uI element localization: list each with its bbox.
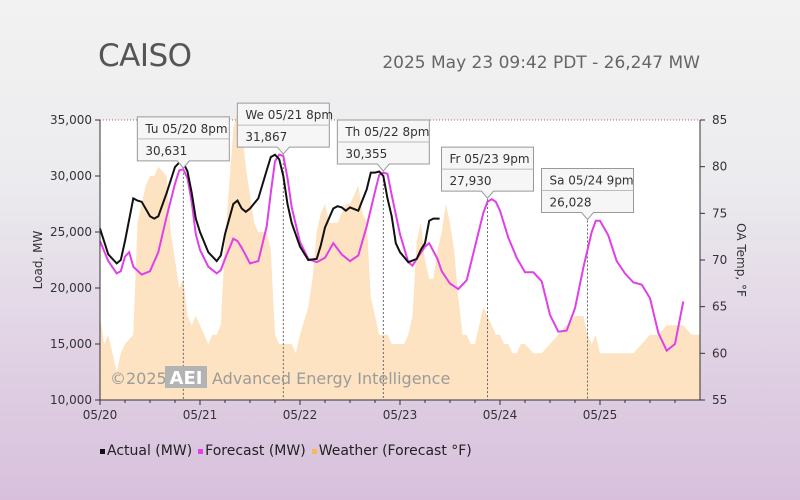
x-tick-label: 05/23	[383, 408, 418, 422]
callout-1: We 05/21 8pm 31,867	[236, 102, 333, 155]
callout-value: 27,930	[450, 174, 492, 188]
watermark: ©2025 AEI Advanced Energy Intelligence	[110, 366, 450, 389]
y2-tick-label: 75	[712, 206, 727, 220]
y2-tick-label: 80	[712, 160, 727, 174]
callout-box	[236, 102, 330, 155]
callouts-layer: Tu 05/20 8pm 30,631 We 05/21 8pm 31,867 Th 0…	[136, 102, 634, 221]
watermark-logo-box	[165, 366, 207, 388]
watermark-company: Advanced Energy Intelligence	[212, 369, 450, 388]
actual-line	[99, 153, 440, 265]
callout-box	[136, 116, 230, 169]
callout-0: Tu 05/20 8pm 30,631	[136, 116, 230, 169]
weather-area	[100, 110, 700, 400]
legend-swatch-forecast	[198, 448, 204, 454]
callout-label: Fr 05/23 9pm	[450, 152, 530, 166]
callout-3: Fr 05/23 9pm 27,930	[441, 146, 534, 199]
callout-value: 30,355	[345, 147, 387, 161]
axes-layer: 10,000 15,000 20,000 25,000 30,000 35,000 55 60…	[31, 113, 748, 422]
y-tick-label: 35,000	[50, 113, 92, 127]
callout-box	[336, 119, 430, 172]
x-tick-label: 05/22	[283, 408, 318, 422]
x-tick-label: 05/25	[583, 408, 618, 422]
page-subtitle: 2025 May 23 09:42 PDT - 26,247 MW	[382, 53, 700, 73]
y-tick-label: 15,000	[50, 337, 92, 351]
callout-value: 26,028	[550, 195, 592, 209]
legend-swatch-weather	[311, 448, 317, 454]
callout-value: 31,867	[245, 130, 287, 144]
legend-item-actual[interactable]: Actual (MW)	[100, 443, 192, 459]
y-axis-title: Load, MW	[31, 231, 45, 290]
series-layer	[99, 153, 685, 353]
callout-label: Tu 05/20 8pm	[144, 122, 227, 136]
legend-label-actual: Actual (MW)	[107, 443, 193, 459]
x-tick-label: 05/20	[83, 408, 118, 422]
callout-label: Th 05/22 8pm	[344, 125, 429, 139]
callout-2: Th 05/22 8pm 30,355	[336, 119, 430, 172]
callout-box	[541, 167, 634, 221]
x-tick-label: 05/21	[183, 408, 218, 422]
y-tick-label: 25,000	[50, 225, 92, 239]
y-tick-label: 10,000	[50, 393, 92, 407]
forecast-line	[99, 153, 685, 353]
legend-item-weather[interactable]: Weather (Forecast °F)	[311, 443, 472, 459]
y-tick-label: 30,000	[50, 169, 92, 183]
page-title: CAISO	[98, 38, 192, 74]
y2-axis-title: OA Temp, °F	[734, 223, 748, 297]
callout-4: Sa 05/24 9pm 26,028	[541, 167, 634, 221]
callout-box	[441, 146, 534, 199]
callout-value: 30,631	[145, 144, 187, 158]
legend-label-weather: Weather (Forecast °F)	[318, 443, 472, 459]
y2-tick-label: 60	[712, 346, 727, 360]
watermark-logo: AEI	[170, 368, 203, 389]
y-tick-label: 20,000	[50, 281, 92, 295]
callout-label: We 05/21 8pm	[245, 108, 333, 122]
legend-swatch-actual	[100, 448, 105, 454]
y2-tick-label: 65	[712, 300, 727, 314]
y2-tick-label: 70	[712, 253, 727, 267]
legend: Actual (MW) Forecast (MW) Weather (Forec…	[100, 443, 472, 459]
weather-area-layer	[100, 110, 700, 400]
legend-item-forecast[interactable]: Forecast (MW)	[198, 443, 306, 459]
y2-tick-label: 85	[712, 113, 727, 127]
watermark-copyright: ©2025	[110, 369, 167, 388]
callout-label: Sa 05/24 9pm	[550, 173, 634, 187]
y2-tick-label: 55	[712, 393, 727, 407]
x-tick-label: 05/24	[483, 408, 518, 422]
legend-label-forecast: Forecast (MW)	[205, 443, 306, 459]
